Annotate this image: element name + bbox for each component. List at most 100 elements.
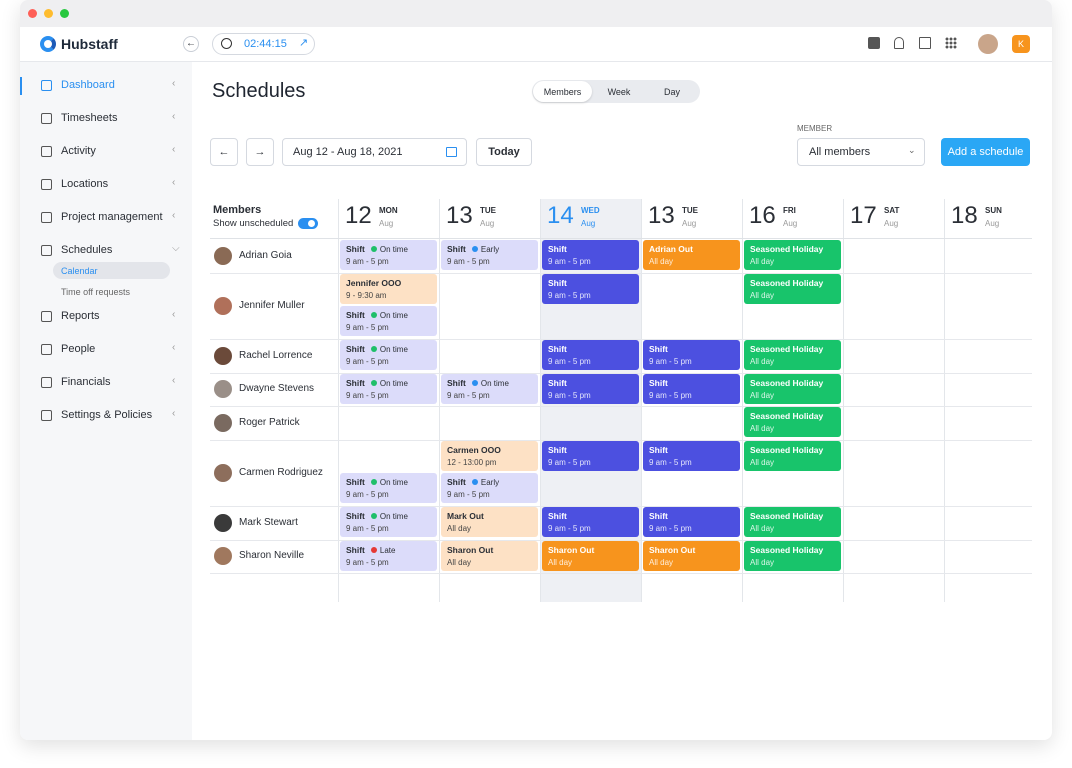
schedule-event[interactable]: Shift 9 am - 5 pm <box>542 440 639 471</box>
nav-item[interactable]: Settings & Policies <box>61 409 153 421</box>
collapse-button[interactable]: ← <box>183 36 199 52</box>
event-title-line: Mark Out <box>447 510 532 523</box>
schedule-event[interactable]: Seasoned Holiday All day <box>744 373 841 404</box>
schedule-event[interactable]: Seasoned Holiday All day <box>744 507 841 537</box>
event-time: 9 am - 5 pm <box>548 457 591 467</box>
nav-icon <box>41 245 52 256</box>
prev-button[interactable]: ← <box>210 138 238 166</box>
schedule-event[interactable]: Shift 9 am - 5 pm <box>542 507 639 537</box>
event-time: 9 am - 5 pm <box>548 390 591 400</box>
user-avatar[interactable] <box>978 34 998 54</box>
schedule-event[interactable]: Shift Early 9 am - 5 pm <box>441 473 538 503</box>
status-dot <box>471 479 478 485</box>
event-time: All day <box>649 557 674 567</box>
schedule-event[interactable]: Seasoned Holiday All day <box>744 240 841 270</box>
toggle[interactable] <box>298 218 318 229</box>
schedule-event[interactable]: Shift On time 9 am - 5 pm <box>340 240 437 270</box>
schedule-event[interactable]: Sharon Out All day <box>441 540 538 571</box>
logo-icon <box>40 36 56 52</box>
event-time: 9 am - 5 pm <box>548 257 591 266</box>
schedule-event[interactable]: Carmen OOO 12 - 13:00 pm <box>441 440 538 471</box>
schedule-event[interactable]: Shift 9 am - 5 pm <box>643 340 740 370</box>
event-time: 9 am - 5 pm <box>649 524 692 533</box>
nav-subitem[interactable]: Time off requests <box>61 287 131 297</box>
schedule-event[interactable]: Jennifer OOO 9 - 9:30 am <box>340 273 437 304</box>
event-time: 12 - 13:00 pm <box>447 457 497 467</box>
schedule-event[interactable]: Shift 9 am - 5 pm <box>643 373 740 404</box>
bell-icon[interactable] <box>894 37 904 49</box>
event-title: Seasoned Holiday <box>750 377 824 388</box>
event-title-line: Shift On time <box>346 510 431 523</box>
gift-icon[interactable] <box>919 37 931 49</box>
schedule-event[interactable]: Seasoned Holiday All day <box>744 540 841 571</box>
nav-item[interactable]: Schedules <box>61 244 113 256</box>
schedule-event[interactable]: Shift 9 am - 5 pm <box>542 240 639 270</box>
schedule-event[interactable]: Shift On time 9 am - 5 pm <box>340 306 437 336</box>
status-dot <box>370 513 377 519</box>
event-time: All day <box>750 524 775 533</box>
schedule-event[interactable]: Shift Late 9 am - 5 pm <box>340 540 437 571</box>
sidebar: Dashboard ‹ Timesheets ‹ Activity ‹ Locations ‹… <box>20 62 192 740</box>
schedule-event[interactable]: Mark Out All day <box>441 507 538 537</box>
schedule-event[interactable]: Adrian Out All day <box>643 240 740 270</box>
member-select[interactable]: All members ⌄ <box>797 138 925 166</box>
event-status: On time <box>379 345 408 354</box>
schedule-event[interactable]: Seasoned Holiday All day <box>744 340 841 370</box>
schedule-event[interactable]: Shift On time 9 am - 5 pm <box>340 507 437 537</box>
schedule-event[interactable]: Shift 9 am - 5 pm <box>542 273 639 304</box>
schedule-event[interactable]: Shift 9 am - 5 pm <box>643 507 740 537</box>
event-title: Shift <box>346 244 365 254</box>
max-dot[interactable] <box>60 9 69 18</box>
help-icon[interactable] <box>868 37 880 49</box>
org-badge[interactable]: K <box>1012 35 1030 53</box>
schedule-event[interactable]: Seasoned Holiday All day <box>744 273 841 304</box>
today-button[interactable]: Today <box>476 138 532 166</box>
schedule-event[interactable]: Shift Early 9 am - 5 pm <box>441 240 538 270</box>
schedule-event[interactable]: Shift On time 9 am - 5 pm <box>340 473 437 503</box>
schedule-event[interactable]: Shift 9 am - 5 pm <box>643 440 740 471</box>
schedule-event[interactable]: Shift On time 9 am - 5 pm <box>340 373 437 404</box>
schedule-event[interactable]: Seasoned Holiday All day <box>744 440 841 471</box>
nav-chevron: ‹ <box>172 111 176 122</box>
nav-item[interactable]: Financials <box>61 376 111 388</box>
nav-item[interactable]: Locations <box>61 178 109 190</box>
event-status: Early <box>480 478 500 487</box>
nav-item[interactable]: Reports <box>61 310 100 322</box>
event-title: Shift <box>649 344 668 354</box>
apps-icon[interactable] <box>945 37 957 49</box>
view-tab[interactable]: Week <box>607 86 631 97</box>
schedule-event[interactable]: Sharon Out All day <box>643 540 740 571</box>
next-button[interactable]: → <box>246 138 274 166</box>
event-title: Shift <box>649 444 668 455</box>
nav-chevron: ‹ <box>172 144 176 155</box>
event-title-line: Shift On time <box>346 309 431 322</box>
add-schedule-button[interactable]: Add a schedule <box>941 138 1030 166</box>
nav-item[interactable]: Timesheets <box>61 112 118 124</box>
event-time: 9 am - 5 pm <box>447 490 490 499</box>
event-title: Seasoned Holiday <box>750 411 824 421</box>
nav-item[interactable]: Project management <box>61 211 163 223</box>
status-dot <box>370 346 377 352</box>
event-title: Shift <box>447 477 466 487</box>
close-dot[interactable] <box>28 9 37 18</box>
nav-icon <box>41 146 52 157</box>
timer[interactable]: 02:44:15 ↗ <box>212 33 315 55</box>
schedule-event[interactable]: Sharon Out All day <box>542 540 639 571</box>
schedule-event[interactable]: Seasoned Holiday All day <box>744 407 841 437</box>
nav-subitem[interactable]: Calendar <box>61 266 98 276</box>
nav-item[interactable]: People <box>61 343 96 355</box>
event-title: Shift <box>346 344 365 354</box>
schedule-event[interactable]: Shift On time 9 am - 5 pm <box>340 340 437 370</box>
schedule-event[interactable]: Shift 9 am - 5 pm <box>542 373 639 404</box>
nav-item[interactable]: Activity <box>61 145 96 157</box>
view-tab[interactable]: Members <box>533 81 592 102</box>
min-dot[interactable] <box>44 9 53 18</box>
schedule-event[interactable]: Shift 9 am - 5 pm <box>542 340 639 370</box>
nav-item[interactable]: Dashboard <box>61 79 115 91</box>
event-title: Seasoned Holiday <box>750 344 824 354</box>
event-title: Seasoned Holiday <box>750 544 824 555</box>
event-title: Shift <box>548 377 567 388</box>
date-picker[interactable]: Aug 12 - Aug 18, 2021 <box>282 138 467 166</box>
schedule-event[interactable]: Shift On time 9 am - 5 pm <box>441 373 538 404</box>
view-tab[interactable]: Day <box>663 86 680 97</box>
